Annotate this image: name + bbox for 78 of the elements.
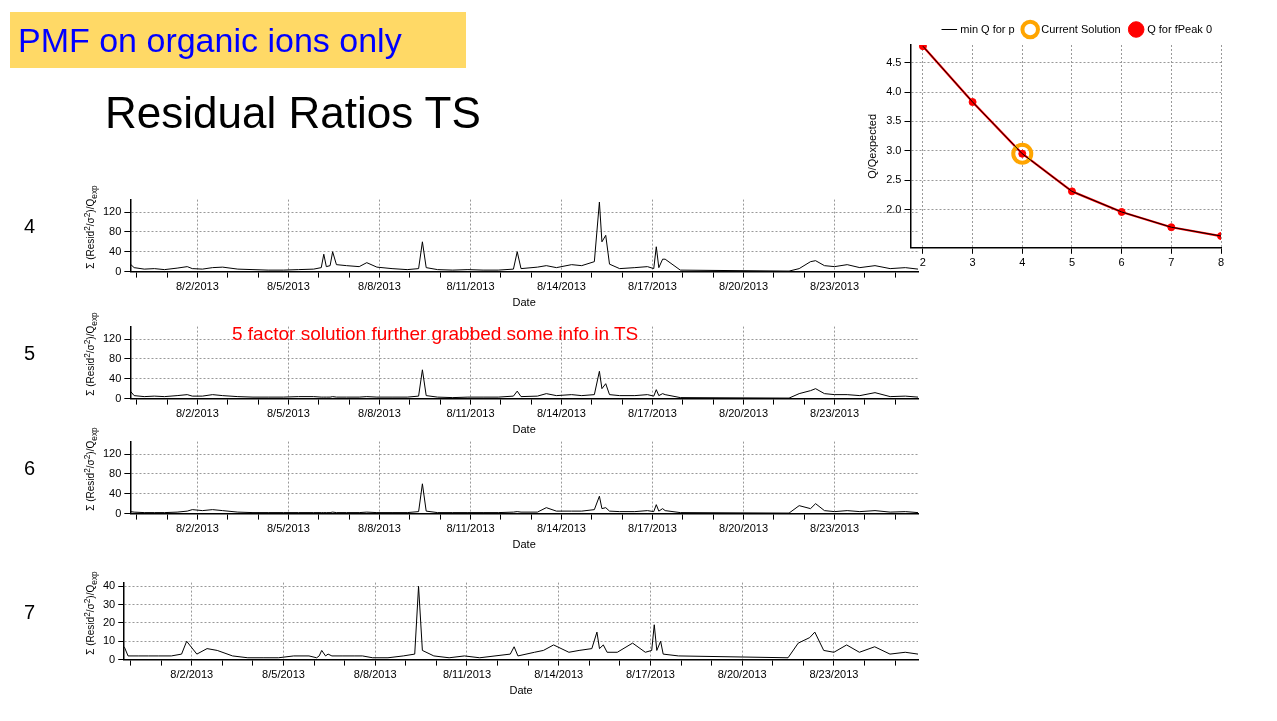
x-tick-label: 8/23/2013 (810, 280, 860, 293)
y-axis-title: Q/Qexpected (865, 113, 878, 179)
annotation: 5 factor solution further grabbed some info in TS (232, 323, 639, 345)
x-tick-label: 8/14/2013 (537, 522, 586, 535)
x-tick-label: 8/23/2013 (810, 407, 860, 420)
x-axis-title: Date (512, 423, 536, 436)
x-tick-label: 8/20/2013 (717, 668, 767, 681)
x-tick-label: 8/11/2013 (442, 668, 492, 681)
x-tick-label: 8/14/2013 (534, 668, 584, 681)
y-tick-label: 80 (109, 224, 122, 237)
y-tick-label: 40 (109, 486, 122, 499)
legend-label: Current Solution (1041, 22, 1121, 35)
x-tick-label: 8/8/2013 (358, 407, 401, 420)
x-tick-label: 8/14/2013 (537, 407, 586, 420)
x-tick-label: 8/2/2013 (170, 668, 214, 681)
x-axis-title: Date (509, 684, 533, 697)
x-tick-label: 8/17/2013 (625, 668, 675, 681)
x-tick-label: 8/17/2013 (628, 280, 677, 293)
x-tick-label: 8/17/2013 (628, 407, 677, 420)
y-tick-label: 4.0 (886, 85, 902, 98)
y-tick-label: 40 (102, 579, 116, 592)
x-tick-label: 6 (1118, 256, 1125, 269)
x-tick-label: 3 (969, 256, 976, 269)
y-tick-label: 2.5 (886, 173, 902, 186)
y-tick-label: 30 (102, 597, 116, 610)
y-tick-label: 40 (109, 244, 122, 257)
y-tick-label: 40 (109, 371, 122, 384)
y-tick-label: 0 (115, 264, 122, 277)
y-tick-label: 4.5 (886, 55, 902, 68)
y-tick-label: 0 (115, 391, 122, 404)
y-tick-label: 3.0 (886, 143, 902, 156)
y-tick-label: 120 (102, 332, 122, 345)
legend-label: min Q for p (960, 22, 1015, 35)
x-tick-label: 8/23/2013 (809, 668, 859, 681)
x-tick-label: 8/20/2013 (719, 522, 768, 535)
x-tick-label: 8/5/2013 (266, 280, 310, 293)
text: 6 (24, 457, 36, 480)
x-tick-label: 4 (1019, 256, 1026, 269)
y-tick-label: 10 (102, 634, 116, 647)
x-tick-label: 8 (1217, 256, 1225, 269)
y-tick-label: 120 (102, 447, 122, 460)
x-tick-label: 8/11/2013 (446, 280, 495, 293)
text: 4 (24, 215, 36, 238)
x-tick-label: 8/17/2013 (628, 522, 677, 535)
x-tick-label: 8/20/2013 (719, 280, 768, 293)
x-tick-label: 8/20/2013 (719, 407, 768, 420)
x-tick-label: 8/2/2013 (175, 522, 219, 535)
y-tick-label: 80 (109, 351, 122, 364)
x-tick-label: 8/5/2013 (266, 407, 310, 420)
x-tick-label: 8/5/2013 (266, 522, 310, 535)
y-tick-label: 0 (115, 506, 122, 519)
x-tick-label: 8/8/2013 (353, 668, 397, 681)
x-tick-label: 8/11/2013 (446, 407, 495, 420)
x-tick-label: 8/8/2013 (358, 522, 401, 535)
x-tick-label: 8/5/2013 (262, 668, 305, 681)
x-tick-label: 8/23/2013 (810, 522, 860, 535)
x-tick-label: 2 (919, 256, 926, 269)
x-tick-label: 8/2/2013 (175, 407, 219, 420)
legend-label: Q for fPeak 0 (1147, 22, 1212, 35)
x-tick-label: 8/11/2013 (446, 522, 495, 535)
point (1011, 142, 1034, 165)
x-tick-label: 8/14/2013 (537, 280, 586, 293)
x-tick-label: 8/2/2013 (175, 280, 219, 293)
text: Residual Ratios TS (105, 88, 481, 138)
y-tick-label: 20 (102, 615, 116, 628)
text: 7 (24, 600, 36, 624)
y-tick-label: 80 (109, 466, 122, 479)
x-axis-title: Date (512, 538, 536, 551)
y-tick-label: 0 (109, 652, 116, 665)
text: 5 (24, 342, 36, 365)
x-axis-title: Date (512, 296, 536, 309)
x-tick-label: 5 (1068, 256, 1076, 269)
y-tick-label: 2.0 (886, 202, 902, 215)
x-tick-label: 8/8/2013 (358, 280, 401, 293)
text: PMF on organic ions only (10, 12, 466, 68)
y-tick-label: 3.5 (886, 114, 902, 127)
x-tick-label: 7 (1168, 256, 1175, 269)
y-tick-label: 120 (102, 205, 122, 218)
